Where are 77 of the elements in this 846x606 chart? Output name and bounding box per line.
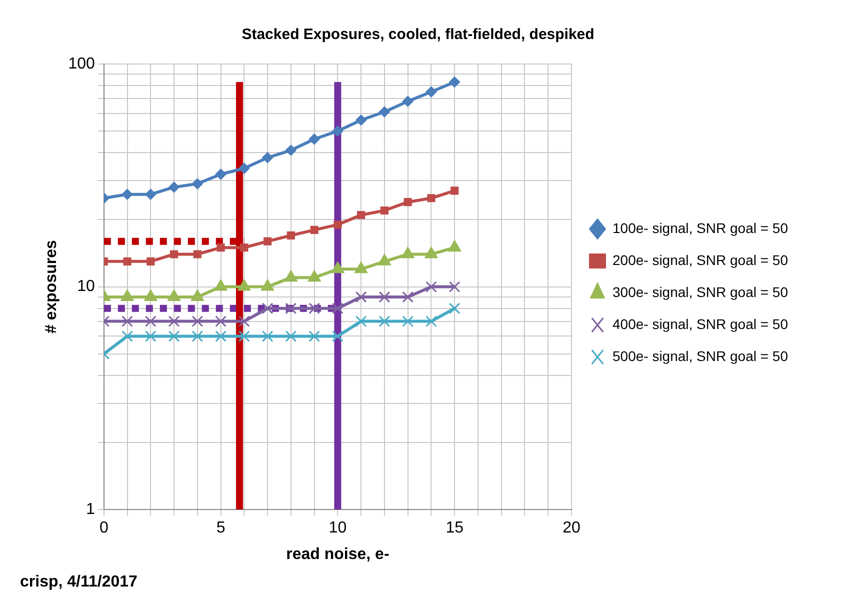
point — [192, 330, 204, 342]
point — [262, 302, 274, 314]
legend-label: 200e- signal, SNR goal = 50 — [612, 252, 788, 268]
point — [426, 86, 437, 98]
point — [285, 302, 297, 314]
point — [262, 152, 274, 164]
point — [262, 330, 274, 342]
chart-title: Stacked Exposures, cooled, flat-fielded, despiked — [242, 26, 594, 44]
point — [449, 76, 460, 88]
point — [308, 134, 320, 145]
point — [310, 226, 318, 234]
text: crisp, 4/11/2017 — [20, 573, 138, 590]
point — [238, 162, 250, 174]
point — [356, 114, 367, 126]
point — [240, 244, 248, 252]
point — [264, 237, 272, 246]
point — [286, 231, 295, 240]
point — [146, 257, 155, 266]
point — [192, 178, 203, 190]
point — [122, 330, 133, 342]
point — [402, 96, 414, 107]
point — [308, 330, 320, 342]
point — [285, 330, 297, 342]
point — [123, 257, 132, 266]
point — [332, 330, 344, 342]
x-tick-label: 0 — [99, 520, 108, 537]
point — [308, 302, 320, 314]
point — [450, 186, 459, 195]
x-tick-label: 20 — [562, 520, 580, 537]
point — [168, 330, 180, 342]
point — [168, 316, 180, 328]
point — [448, 281, 460, 292]
legend-label: 300e- signal, SNR goal = 50 — [612, 284, 788, 300]
point — [378, 316, 390, 328]
point — [380, 206, 388, 215]
point — [144, 330, 156, 342]
y-tick-label: 1 — [86, 501, 95, 518]
point — [192, 316, 204, 328]
point — [332, 302, 344, 314]
point — [448, 302, 460, 314]
x-tick-label: 15 — [446, 520, 464, 537]
point — [144, 316, 156, 328]
point — [357, 210, 366, 220]
y-tick-label: 100 — [68, 55, 95, 72]
point — [216, 244, 225, 252]
point — [168, 182, 180, 193]
legend-label: 500e- signal, SNR goal = 50 — [612, 348, 788, 364]
point — [355, 316, 367, 328]
point — [238, 330, 250, 342]
x-tick-label: 5 — [216, 520, 226, 537]
point — [402, 316, 414, 328]
point — [122, 316, 133, 328]
legend-label: 100e- signal, SNR goal = 50 — [612, 220, 788, 236]
point — [402, 291, 414, 303]
x-tick-label: 10 — [328, 520, 347, 537]
point — [426, 281, 437, 292]
point — [215, 316, 226, 328]
point — [378, 291, 390, 303]
point — [378, 106, 390, 118]
point — [404, 198, 412, 206]
x-axis-title: read noise, e- — [286, 546, 390, 563]
point — [285, 144, 296, 156]
point — [238, 316, 250, 328]
y-axis-title: # exposures — [43, 240, 60, 334]
point — [193, 250, 202, 258]
point — [334, 220, 342, 229]
point — [427, 194, 436, 202]
point — [426, 316, 437, 328]
y-tick-label: 10 — [77, 278, 95, 296]
legend-label: 400e- signal, SNR goal = 50 — [612, 316, 788, 332]
point — [170, 250, 178, 258]
point — [145, 188, 156, 200]
point — [122, 188, 133, 200]
point — [215, 168, 226, 180]
point — [215, 330, 226, 342]
point — [355, 291, 367, 303]
point — [332, 126, 344, 137]
